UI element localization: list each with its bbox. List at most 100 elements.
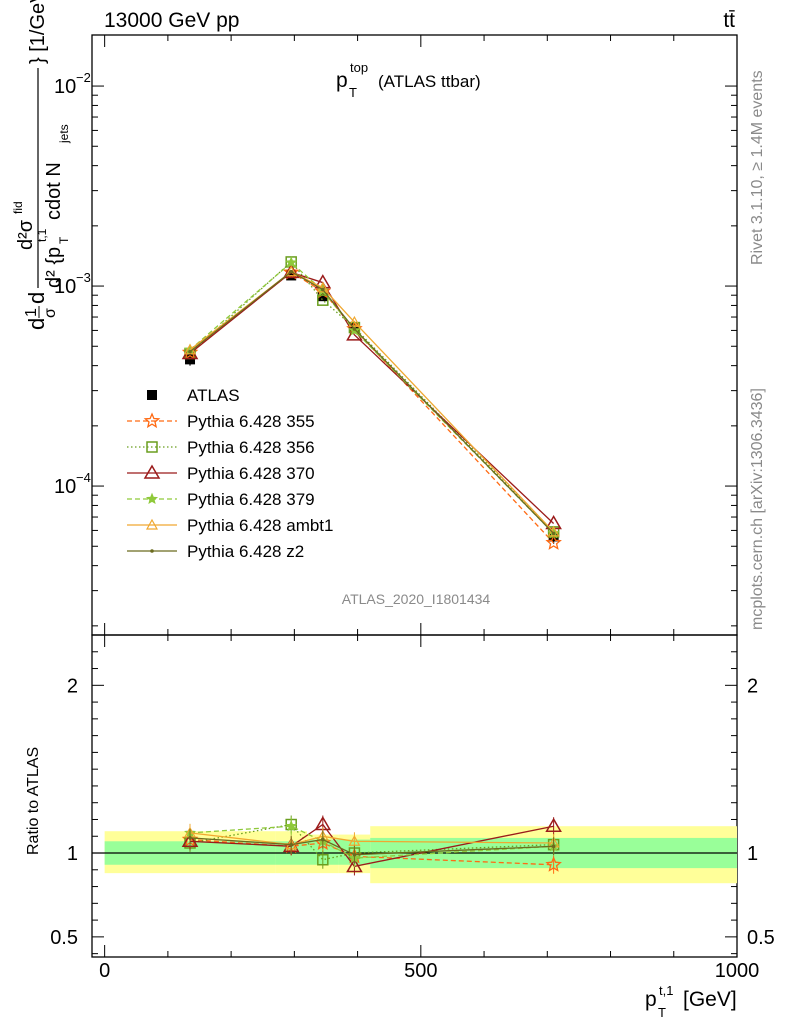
tick-base: 10 [54,476,76,498]
title-suffix: (ATLAS ttbar) [378,72,481,91]
x-tick-label: 500 [404,960,437,982]
process-label: tt̄ [723,9,735,32]
main-point [317,291,328,302]
ylabel-frac-den: d² {p [43,247,65,288]
legend-label: Pythia 6.428 356 [187,438,315,457]
ratio-y-tick-label-right: 1 [747,843,758,865]
tick-exp: −4 [76,470,91,485]
main-series-line [189,271,555,524]
legend-label: ATLAS [187,386,240,405]
main-point [551,531,556,536]
main-panel-title: p top T (ATLAS ttbar) [336,60,481,100]
ylabel-pre1: d [24,318,49,330]
legend-label: Pythia 6.428 ambt1 [187,516,333,535]
main-y-tick-label: 10 −2 [54,70,91,98]
main-series-line [189,271,555,544]
legend-entry: Pythia 6.428 z2 [127,542,304,561]
ylabel-pre-num: 1 [23,308,40,317]
main-point [346,326,363,341]
ratio-series-5 [188,828,556,864]
ylabel-frac-den-rest: cdot N [43,162,65,220]
main-series-6 [188,269,556,536]
legend-marker [143,464,161,479]
legend-entry: ATLAS [147,386,240,405]
ratio-y-tick-label: 1 [67,843,78,865]
main-y-tick-label: 10 −3 [54,270,91,298]
main-point [285,256,298,268]
ratio-y-tick-label-right: 2 [747,675,758,697]
energy-label: 13000 GeV pp [104,9,239,32]
main-point [282,263,300,279]
ratio-y-tick-label-right: 0.5 [747,927,775,949]
tick-exp: −3 [76,270,91,285]
legend-marker [150,549,154,553]
ylabel-frac-num-sup: fid [11,201,25,214]
ratio-y-tick-label: 2 [67,675,78,697]
ratio-point [348,835,361,846]
ylabel-frac-den-sup: t,1 [35,228,49,242]
ylabel-unit: } [1/GeV] [27,0,49,64]
tick-base: 10 [54,76,76,98]
ylabel-frac-den-sub2: jets [57,124,71,144]
ratio-point [346,857,363,873]
ratio-point [352,852,357,857]
legend-entry: Pythia 6.428 356 [127,438,315,457]
source-label: mcplots.cern.ch [arXiv:1306.3436] [749,388,766,630]
ratio-series-line [189,823,554,861]
ratio-y-axis-label: Ratio to ATLAS [25,747,42,855]
legend-label: Pythia 6.428 370 [187,464,315,483]
xlabel-sub: T [658,1005,666,1020]
legend: ATLAS Pythia 6.428 355 Pythia 6.428 356 Pyt… [127,386,333,561]
legend-label: Pythia 6.428 355 [187,412,315,431]
rivet-version-label: Rivet 3.1.10, ≥ 1.4M events [749,70,766,265]
legend-entry: Pythia 6.428 379 [127,490,315,509]
legend-marker [145,492,159,505]
legend-entry: Pythia 6.428 370 [127,464,315,483]
main-point [348,315,361,327]
legend-entry: Pythia 6.428 355 [127,412,315,431]
main-series-line [189,261,555,534]
analysis-tag: ATLAS_2020_I1801434 [342,591,491,607]
x-tick-label: 0 [99,960,110,982]
main-point [285,265,298,277]
main-point [185,354,196,365]
tick-exp: −2 [76,70,91,85]
legend-marker [147,390,157,400]
ratio-panel-frame [91,634,738,958]
legend-marker [143,412,161,429]
legend-marker [146,441,158,453]
main-point [316,281,329,293]
x-tick-label: 1000 [715,960,760,982]
main-point [181,345,199,360]
ratio-point [188,836,192,840]
ratio-point [285,819,298,832]
ratio-axis-ticks: 0.5 0.5 1 1 2 2 0 500 1000 [50,635,775,982]
ylabel-pre2: d [24,292,49,304]
xlabel-sup: t,1 [659,983,673,998]
ratio-point [551,844,556,849]
main-y-axis-label: d 1 σ d d²σ fid d² {p t,1 T cdot N jets … [11,0,71,330]
ratio-uncertainty-bands [92,826,737,884]
main-point [317,294,329,306]
main-point [321,287,325,292]
ratio-point [545,817,562,832]
title-main: p [336,69,348,92]
main-y-tick-label: 10 −4 [54,470,91,498]
ratio-point [545,856,562,872]
xlabel-unit: [GeV] [683,988,737,1011]
main-axis-ticks: 10−210−310−4 [54,35,738,635]
title-sup: top [350,60,368,75]
main-point [289,269,293,274]
ylabel-pre-den: σ [42,308,59,318]
main-point [352,327,357,331]
ratio-series-group [181,815,562,876]
ratio-point [321,837,325,842]
ratio-point [289,842,293,847]
ylabel-frac-num: d²σ [15,219,37,250]
main-point [188,349,192,354]
tick-base: 10 [54,276,76,298]
ratio-y-tick-label: 0.5 [50,927,78,949]
title-sub: T [349,85,357,100]
legend-marker [145,518,159,530]
